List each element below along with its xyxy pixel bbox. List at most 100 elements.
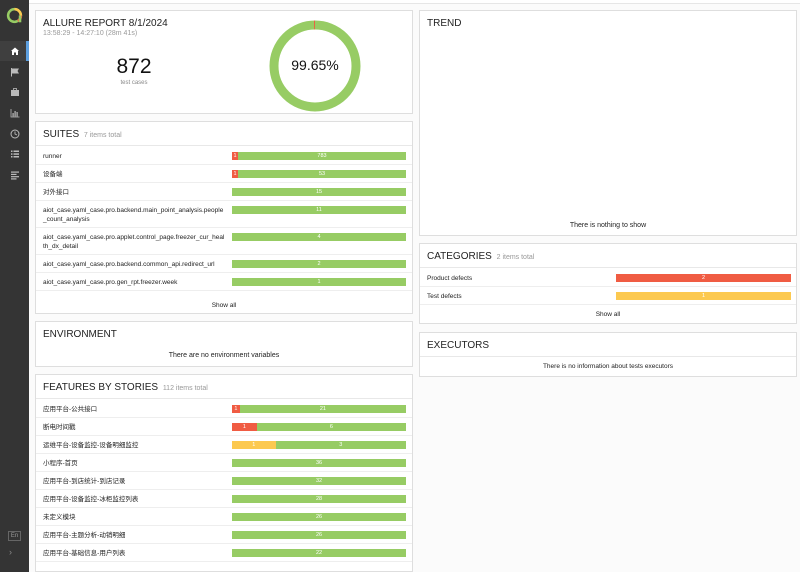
features-row[interactable]: 小程序-首页 36 [36,454,412,472]
categories-count: 2 items total [496,254,535,261]
nav-suites[interactable] [0,82,29,102]
nav-graphs[interactable] [0,103,29,123]
allure-logo[interactable] [6,7,23,24]
features-row-name: 应用平台-设备监控-冰柜监控列表 [43,496,139,503]
features-row[interactable]: 未定义模块 26 [36,508,412,526]
features-row[interactable]: 应用平台-设备监控-冰柜监控列表 28 [36,490,412,508]
suites-row[interactable]: runner 1 783 [36,147,412,165]
suites-title: SUITES [43,129,80,140]
nav-overview[interactable] [0,41,29,61]
status-segment-passed: 26 [232,531,406,539]
status-segment-passed: 53 [238,170,406,178]
features-row-status-bar[interactable]: 22 [232,549,406,557]
status-segment-failed: 2 [616,274,791,282]
suites-row[interactable]: aiot_case.yaml_case.pro.applet.control_p… [36,228,412,255]
suites-widget: SUITES 7 items total runner 1 783 设备端 1 53 对外接… [35,121,413,314]
status-segment-passed: 6 [256,423,406,431]
sidebar: En › [0,0,29,572]
trend-widget: TREND There is nothing to show [419,10,797,236]
categories-widget: CATEGORIES 2 items total Product defects… [419,243,797,324]
features-row[interactable]: 应用平台-基础信息-用户列表 22 [36,544,412,562]
status-segment-failed: 1 [232,170,238,178]
features-row[interactable]: 应用平台-到店统计-到店记录 32 [36,472,412,490]
status-segment-passed: 1 [232,278,406,286]
features-row[interactable]: 应用平台-主题分析-动销明细 26 [36,526,412,544]
status-segment-passed: 2 [232,260,406,268]
success-rate-donut[interactable] [269,20,361,112]
suites-row-status-bar[interactable]: 1 [232,278,406,286]
suites-show-all-link[interactable]: Show all [211,302,237,309]
chevron-right-icon[interactable]: › [9,547,12,557]
categories-row-name: Test defects [427,293,462,300]
briefcase-icon [10,88,19,96]
status-segment-passed: 11 [232,206,406,214]
suites-row[interactable]: 设备端 1 53 [36,165,412,183]
features-row-name: 断电时间戳 [43,424,76,431]
suites-row-status-bar[interactable]: 15 [232,188,406,196]
nav-packages[interactable] [0,165,29,185]
align-left-icon [10,171,19,180]
clock-icon [10,129,19,139]
categories-row[interactable]: Product defects 2 [420,269,796,287]
features-row[interactable]: 断电时间戳 1 6 [36,418,412,436]
categories-row-name: Product defects [427,275,473,282]
list-icon [10,150,19,158]
categories-row[interactable]: Test defects 1 [420,287,796,305]
features-row[interactable]: 运维平台-设备监控-设备明细监控 1 3 [36,436,412,454]
suites-header: SUITES 7 items total [36,122,412,146]
features-row-status-bar[interactable]: 26 [232,513,406,521]
report-time: 13:58:29 - 14:27:10 (28m 41s) [43,30,138,37]
suites-row-status-bar[interactable]: 1 53 [232,170,406,178]
top-strip [29,0,800,4]
environment-title: ENVIRONMENT [43,329,117,340]
features-row-name: 应用平台-公共接口 [43,406,98,413]
nav-categories[interactable] [0,62,29,82]
suites-row-status-bar[interactable]: 4 [232,233,406,241]
status-segment-passed: 783 [238,152,406,160]
suites-row-name: runner [43,153,62,160]
status-segment-broken: 1 [232,441,276,449]
flag-icon [10,68,19,77]
features-widget: FEATURES BY STORIES 112 items total 应用平台… [35,374,413,572]
nav-timeline[interactable] [0,124,29,144]
language-switch[interactable]: En [8,531,21,541]
categories-title: CATEGORIES [427,251,492,262]
features-row-status-bar[interactable]: 28 [232,495,406,503]
executors-widget: EXECUTORS There is no information about … [419,332,797,377]
categories-show-all-link[interactable]: Show all [595,311,621,318]
features-row-name: 小程序-首页 [43,460,78,467]
status-segment-failed: 1 [232,152,238,160]
suites-row-name: 对外接口 [43,189,69,196]
features-row-status-bar[interactable]: 36 [232,459,406,467]
success-rate-percent: 99.65% [291,57,339,73]
summary-widget: ALLURE REPORT 8/1/2024 13:58:29 - 14:27:… [35,10,413,114]
suites-row-status-bar[interactable]: 1 783 [232,152,406,160]
categories-row-status-bar[interactable]: 2 [616,274,791,282]
status-segment-passed: 36 [232,459,406,467]
suites-row-name: aiot_case.yaml_case.pro.backend.common_a… [43,261,215,268]
categories-row-status-bar[interactable]: 1 [616,292,791,300]
environment-empty-message: There are no environment variables [168,352,280,359]
features-row-status-bar[interactable]: 32 [232,477,406,485]
features-row-status-bar[interactable]: 1 21 [232,405,406,413]
trend-empty-message: There is nothing to show [569,222,647,229]
features-row[interactable]: 应用平台-公共接口 1 21 [36,400,412,418]
suites-row[interactable]: aiot_case.yaml_case.pro.backend.main_poi… [36,201,412,228]
suites-row-status-bar[interactable]: 11 [232,206,406,214]
nav-behaviors[interactable] [0,144,29,164]
suites-row-name: aiot_case.yaml_case.pro.backend.main_poi… [43,207,224,223]
suites-row[interactable]: aiot_case.yaml_case.pro.gen_rpt.freezer.… [36,273,412,291]
status-segment-passed: 4 [232,233,406,241]
suites-row-name: aiot_case.yaml_case.pro.gen_rpt.freezer.… [43,279,178,286]
status-segment-passed: 21 [239,405,406,413]
features-row-name: 应用平台-到店统计-到店记录 [43,478,126,485]
suites-row-status-bar[interactable]: 2 [232,260,406,268]
features-row-status-bar[interactable]: 26 [232,531,406,539]
status-segment-passed: 15 [232,188,406,196]
suites-row[interactable]: 对外接口 15 [36,183,412,201]
categories-header: CATEGORIES 2 items total [420,244,796,268]
features-row-name: 应用平台-主题分析-动销明细 [43,532,126,539]
suites-row[interactable]: aiot_case.yaml_case.pro.backend.common_a… [36,255,412,273]
